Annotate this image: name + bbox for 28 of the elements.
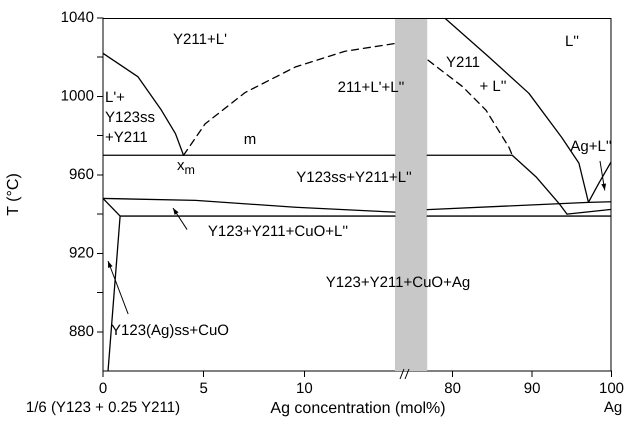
x-tick-label: 10 xyxy=(296,380,313,398)
y-tick-label: 920 xyxy=(68,244,94,262)
annotation: Y123(Ag)ss+CuO xyxy=(111,321,229,341)
x-tick-label: 5 xyxy=(199,380,208,398)
x-axis-title: Ag concentration (mol%) xyxy=(270,400,446,417)
y-tick-label: 880 xyxy=(68,322,94,340)
x-tick-label: 100 xyxy=(598,380,624,398)
annotation: L'' xyxy=(564,32,580,52)
annotation: Y123+Y211+CuO+Ag xyxy=(326,273,470,293)
annotation: m xyxy=(244,130,256,150)
text: Ag xyxy=(604,398,622,418)
annotation: Y123+Y211+CuO+L'' xyxy=(208,222,348,242)
annotation: Ag+L'' xyxy=(570,137,612,157)
y-axis-title: T (°C) xyxy=(5,173,22,216)
annotation: 211+L'+L'' xyxy=(338,78,404,98)
x-tick-label: 90 xyxy=(524,380,540,398)
annotation: Y123ss+Y211+L'' xyxy=(296,168,412,188)
annotation: L'+ Y123ss +Y211 xyxy=(104,88,156,148)
x-tick-label: 0 xyxy=(98,380,108,398)
y-tick-label: 1040 xyxy=(60,9,94,26)
text: 1/6 (Y123 + 0.25 Y211) xyxy=(26,398,180,418)
annotation: Y211 xyxy=(446,53,480,73)
y-tick-label: 1000 xyxy=(60,88,94,105)
x-tick-label: 80 xyxy=(444,380,461,398)
annotation: x$_{m}$ xyxy=(177,156,195,179)
annotation: + L'' xyxy=(480,77,506,97)
y-tick-label: 960 xyxy=(68,166,94,184)
annotation: Y211+L' xyxy=(173,30,227,50)
